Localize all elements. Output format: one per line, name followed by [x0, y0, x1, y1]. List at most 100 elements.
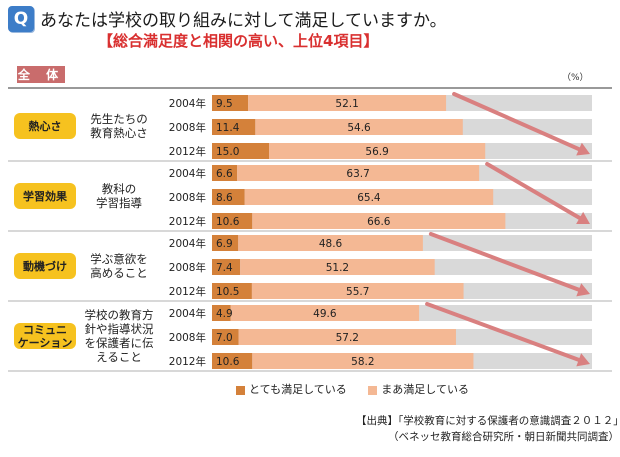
bar-somewhat: [248, 95, 447, 111]
bar-very: [212, 259, 241, 275]
year-label: 2012年: [169, 285, 206, 298]
year-label: 2012年: [169, 145, 206, 158]
bar-very: [212, 305, 231, 321]
value-label-very: 11.4: [216, 122, 240, 134]
year-label: 2012年: [169, 355, 206, 368]
item-label: 針や指導状況: [85, 322, 154, 336]
bar-very: [212, 143, 269, 159]
year-label: 2008年: [169, 191, 206, 204]
bar-somewhat: [230, 305, 420, 321]
trend-arrow-shaft: [485, 162, 586, 222]
category-label: 学習効果: [23, 189, 67, 203]
value-label-very: 7.4: [216, 262, 233, 274]
source-line-2: （ベネッセ教育総合研究所・朝日新聞共同調査）: [388, 431, 619, 443]
trend-arrow-shaft: [452, 92, 585, 153]
item-label: 高めること: [90, 266, 148, 280]
bar-very: [212, 165, 238, 181]
value-label-somewhat: 66.6: [367, 216, 391, 228]
category-label: コミュニ: [23, 324, 67, 337]
item-label: を保護者に伝: [85, 336, 154, 350]
legend-item-very: とても満足している: [236, 381, 347, 397]
bar-somewhat: [252, 353, 474, 369]
bar-very: [212, 189, 245, 205]
bar-very: [212, 95, 249, 111]
item-label: 学習指導: [96, 196, 142, 210]
bar-very: [212, 353, 253, 369]
year-label: 2008年: [169, 121, 206, 134]
trend-arrow-head: [576, 353, 590, 367]
bar-somewhat: [237, 165, 480, 181]
value-label-somewhat: 65.4: [357, 192, 381, 204]
value-label-somewhat: 54.6: [347, 122, 371, 134]
value-label-somewhat: 55.7: [346, 286, 369, 298]
item-label: 教育熱心さ: [90, 126, 148, 140]
question-badge: Q: [8, 6, 34, 32]
value-label-somewhat: 48.6: [319, 238, 343, 250]
value-label-very: 7.0: [216, 332, 233, 344]
bar-somewhat: [244, 189, 494, 205]
value-label-very: 6.9: [216, 238, 233, 250]
value-label-very: 10.5: [216, 286, 239, 298]
value-label-very: 10.6: [216, 216, 240, 228]
item-label: えること: [96, 350, 142, 364]
value-label-somewhat: 58.2: [351, 356, 374, 368]
bar-somewhat: [269, 143, 486, 159]
trend-arrow-shaft: [425, 302, 585, 364]
category-badge: [14, 253, 76, 279]
bar-very: [212, 329, 239, 345]
year-label: 2004年: [169, 167, 206, 180]
year-label: 2012年: [169, 215, 206, 228]
year-label: 2004年: [169, 237, 206, 250]
trend-arrow-head: [576, 211, 590, 225]
item-label: 学ぶ意欲を: [90, 252, 148, 266]
category-badge: [14, 323, 76, 349]
source-line-1: 【出典】「学校教育に対する保護者の意識調査２０１２」: [356, 415, 620, 427]
bar-somewhat: [238, 329, 456, 345]
chart-subtitle: 【総合満足度と相関の高い、上位4項目】: [98, 32, 379, 50]
value-label-very: 6.6: [216, 168, 233, 180]
bar-somewhat: [238, 235, 423, 251]
value-label-somewhat: 63.7: [346, 168, 369, 180]
category-label: 熱心さ: [29, 119, 62, 133]
bar-very: [212, 283, 252, 299]
unit-label: （%）: [562, 73, 589, 83]
category-label: ケーション: [18, 337, 73, 350]
value-label-very: 15.0: [216, 146, 239, 158]
trend-arrow-shaft: [428, 232, 585, 294]
bar-very: [212, 213, 253, 229]
trend-arrow-head: [576, 142, 590, 156]
value-label-very: 8.6: [216, 192, 233, 204]
value-label-somewhat: 56.9: [365, 146, 388, 158]
value-label-very: 4.9: [216, 308, 233, 320]
year-label: 2004年: [169, 307, 206, 320]
legend-label-very: とても満足している: [249, 383, 347, 396]
item-label: 先生たちの: [90, 112, 148, 126]
year-label: 2008年: [169, 331, 206, 344]
legend: とても満足している まあ満足している: [236, 381, 487, 397]
value-label-somewhat: 57.2: [336, 332, 359, 344]
year-label: 2008年: [169, 261, 206, 274]
year-label: 2004年: [169, 97, 206, 110]
category-badge: [14, 183, 76, 209]
bar-very: [212, 235, 239, 251]
trend-arrow-head: [576, 283, 590, 297]
legend-item-somewhat: まあ満足している: [368, 381, 469, 397]
bar-somewhat: [251, 283, 464, 299]
bar-somewhat: [255, 119, 463, 135]
legend-label-somewhat: まあ満足している: [381, 383, 469, 396]
item-label: 教科の: [102, 182, 137, 196]
item-label: 学校の教育方: [85, 308, 154, 322]
question-text: あなたは学校の取り組みに対して満足していますか。: [40, 11, 447, 31]
bar-somewhat: [252, 213, 506, 229]
category-badge: [14, 113, 76, 139]
value-label-somewhat: 52.1: [335, 98, 358, 110]
value-label-very: 10.6: [216, 356, 240, 368]
total-label: 全 体: [17, 66, 65, 83]
value-label-very: 9.5: [216, 98, 233, 110]
legend-swatch-somewhat: [368, 385, 378, 395]
bar-very: [212, 119, 256, 135]
legend-swatch-very: [236, 385, 245, 395]
category-label: 動機づけ: [23, 259, 67, 273]
bar-somewhat: [240, 259, 435, 275]
